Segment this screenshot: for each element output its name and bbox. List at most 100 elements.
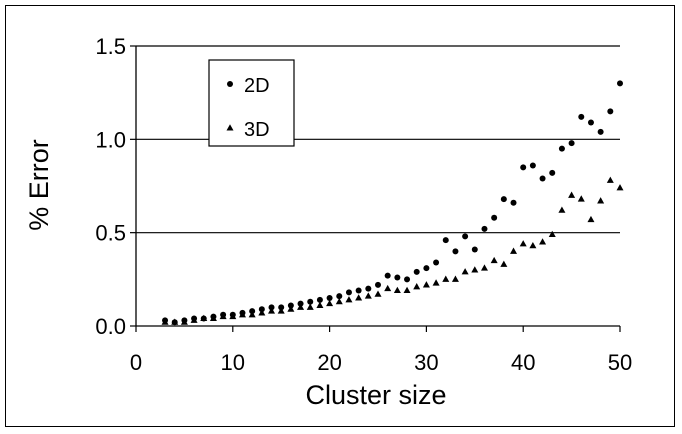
point-3d — [316, 301, 324, 308]
y-tick-label: 1.0 — [95, 127, 126, 152]
point-3d — [490, 256, 498, 264]
chart-frame — [5, 5, 675, 427]
point-3d — [355, 294, 363, 301]
point-3d — [432, 279, 440, 286]
point-3d — [480, 264, 488, 271]
point-3d — [529, 241, 537, 249]
point-3d — [161, 318, 169, 325]
point-3d — [442, 275, 450, 282]
point-2d — [365, 285, 372, 292]
point-3d — [209, 314, 217, 322]
point-2d — [491, 214, 498, 221]
point-3d — [219, 312, 227, 320]
point-3d — [335, 297, 343, 305]
point-3d — [519, 240, 527, 247]
legend-label-2d: 2D — [244, 75, 270, 97]
point-3d — [587, 215, 595, 223]
point-3d — [306, 303, 314, 310]
point-2d — [539, 175, 546, 182]
point-2d — [336, 293, 343, 300]
y-axis-title: % Error — [24, 139, 54, 231]
point-2d — [558, 145, 565, 152]
point-2d — [597, 128, 604, 135]
legend-box — [208, 59, 295, 147]
series-2d-points — [162, 80, 623, 326]
point-3d — [200, 314, 208, 322]
point-3d — [326, 299, 334, 307]
point-3d — [180, 318, 188, 325]
point-3d — [451, 275, 459, 282]
point-3d — [558, 206, 566, 213]
axes — [130, 45, 621, 332]
series-3d-points — [161, 176, 624, 325]
point-2d — [307, 298, 314, 305]
point-3d — [364, 292, 372, 299]
point-2d — [375, 281, 381, 288]
point-3d — [403, 286, 411, 294]
point-2d — [326, 295, 333, 301]
point-3d — [606, 176, 614, 183]
legend-marker-2d — [227, 81, 233, 87]
point-2d — [578, 113, 585, 120]
y-tick-label: 0.0 — [95, 314, 126, 339]
point-3d — [229, 312, 237, 320]
point-3d — [500, 260, 508, 267]
point-2d — [617, 80, 623, 87]
point-2d — [462, 233, 469, 240]
point-3d — [238, 311, 246, 318]
point-2d — [452, 248, 459, 255]
point-2d — [520, 164, 527, 171]
point-3d — [374, 290, 382, 297]
point-3d — [171, 318, 179, 325]
x-tick-label: 10 — [221, 350, 245, 375]
data-points — [161, 80, 624, 326]
point-2d — [481, 225, 488, 232]
point-3d — [190, 316, 198, 323]
point-3d — [345, 296, 353, 303]
y-tick-label: 1.5 — [95, 34, 126, 59]
x-tick-label: 30 — [414, 350, 438, 375]
point-3d — [277, 307, 285, 314]
x-tick-label: 0 — [130, 350, 142, 375]
point-2d — [413, 268, 420, 275]
y-tick-label: 0.5 — [95, 221, 126, 246]
point-3d — [510, 247, 518, 254]
point-2d — [549, 169, 556, 176]
point-2d — [394, 274, 401, 281]
point-2d — [404, 276, 411, 283]
point-2d — [384, 272, 391, 279]
point-3d — [384, 284, 392, 292]
point-2d — [529, 162, 536, 169]
x-tick-label: 20 — [317, 350, 341, 375]
point-2d — [587, 119, 594, 126]
tick-labels: 0.0 0.5 1.0 1.5 0 10 20 30 40 50 — [95, 34, 632, 375]
point-3d — [258, 309, 266, 316]
point-3d — [471, 266, 479, 273]
point-3d — [393, 286, 401, 294]
point-2d — [510, 199, 517, 206]
point-2d — [316, 296, 323, 303]
point-3d — [461, 268, 469, 275]
point-2d — [471, 246, 478, 253]
point-3d — [413, 283, 421, 290]
point-3d — [548, 230, 556, 238]
x-tick-label: 50 — [608, 350, 632, 375]
point-3d — [248, 311, 256, 318]
point-3d — [422, 281, 430, 288]
legend-label-3d: 3D — [244, 119, 270, 141]
point-3d — [568, 191, 576, 198]
point-2d — [607, 108, 614, 115]
legend: 2D 3D — [208, 59, 295, 147]
point-2d — [433, 259, 440, 266]
point-3d — [297, 303, 305, 310]
point-3d — [268, 307, 276, 314]
x-axis-title: Cluster size — [305, 380, 446, 410]
point-2d — [345, 289, 352, 296]
point-2d — [568, 140, 575, 147]
x-tick-label: 40 — [511, 350, 535, 375]
point-2d — [442, 237, 449, 244]
point-3d — [539, 238, 547, 245]
point-2d — [423, 265, 430, 272]
point-2d — [500, 196, 507, 203]
